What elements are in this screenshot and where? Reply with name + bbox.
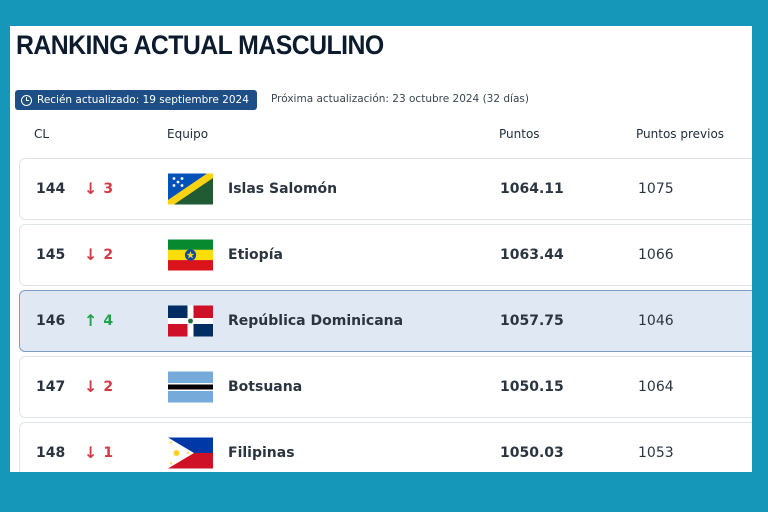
- points-value: 1063.44: [500, 247, 564, 263]
- rank-change: ↓ 2: [84, 245, 114, 264]
- ranking-panel: RANKING ACTUAL MASCULINO Recién actualiz…: [10, 26, 752, 472]
- dominican-republic-flag-icon: [168, 305, 213, 337]
- rank-change-value: 3: [103, 181, 114, 197]
- rank-value: 144: [36, 181, 66, 197]
- team-name[interactable]: Filipinas: [228, 445, 295, 461]
- points-value: 1050.15: [500, 379, 564, 395]
- ethiopia-flag-icon: [168, 239, 213, 271]
- solomon-islands-flag-icon: [168, 173, 213, 205]
- updated-badge: Recién actualizado: 19 septiembre 2024: [15, 90, 257, 110]
- rank-change: ↓ 3: [84, 179, 114, 198]
- arrow-down-icon: ↓: [84, 179, 98, 198]
- team-name[interactable]: Botsuana: [228, 379, 303, 395]
- philippines-flag-icon: [168, 437, 213, 469]
- page-title: RANKING ACTUAL MASCULINO: [16, 30, 384, 60]
- team-name[interactable]: República Dominicana: [228, 313, 404, 329]
- rank-change-value: 2: [103, 247, 114, 263]
- rank-change: ↓ 1: [84, 443, 114, 462]
- arrow-down-icon: ↓: [84, 377, 98, 396]
- table-row[interactable]: 148 ↓ 1 Filipinas 1050.03 1053: [19, 422, 752, 472]
- table-row[interactable]: 147 ↓ 2 Botsuana 1050.15 1064: [19, 356, 752, 418]
- points-value: 1064.11: [500, 181, 564, 197]
- column-header-points[interactable]: Puntos: [499, 127, 540, 141]
- prev-points-value: 1046: [638, 313, 674, 329]
- rank-value: 146: [36, 313, 66, 329]
- column-header-rank[interactable]: CL: [34, 127, 50, 141]
- table-row[interactable]: 144 ↓ 3 Islas Salomón 1064.11 1075: [19, 158, 752, 220]
- points-value: 1057.75: [500, 313, 564, 329]
- updated-text: Recién actualizado: 19 septiembre 2024: [37, 94, 249, 106]
- prev-points-value: 1075: [638, 181, 674, 197]
- botswana-flag-icon: [168, 371, 213, 403]
- rank-change-value: 1: [103, 445, 114, 461]
- arrow-down-icon: ↓: [84, 443, 98, 462]
- rank-change: ↓ 2: [84, 377, 114, 396]
- prev-points-value: 1066: [638, 247, 674, 263]
- arrow-up-icon: ↑: [84, 311, 98, 330]
- prev-points-value: 1064: [638, 379, 674, 395]
- table-row-highlighted[interactable]: 146 ↑ 4 República Dominicana 1057.75 104…: [19, 290, 752, 352]
- clock-icon: [21, 94, 32, 106]
- rank-value: 145: [36, 247, 66, 263]
- column-header-team[interactable]: Equipo: [167, 127, 209, 141]
- rank-change: ↑ 4: [84, 311, 114, 330]
- rank-change-value: 4: [103, 313, 114, 329]
- team-name[interactable]: Islas Salomón: [228, 181, 338, 197]
- table-row[interactable]: 145 ↓ 2 Etiopía 1063.44 1066: [19, 224, 752, 286]
- rank-change-value: 2: [103, 379, 114, 395]
- column-header-prev-points[interactable]: Puntos previos: [636, 127, 725, 141]
- team-name[interactable]: Etiopía: [228, 247, 283, 263]
- points-value: 1050.03: [500, 445, 564, 461]
- rank-value: 147: [36, 379, 66, 395]
- rank-value: 148: [36, 445, 66, 461]
- prev-points-value: 1053: [638, 445, 674, 461]
- arrow-down-icon: ↓: [84, 245, 98, 264]
- next-update-text: Próxima actualización: 23 octubre 2024 (…: [271, 93, 529, 105]
